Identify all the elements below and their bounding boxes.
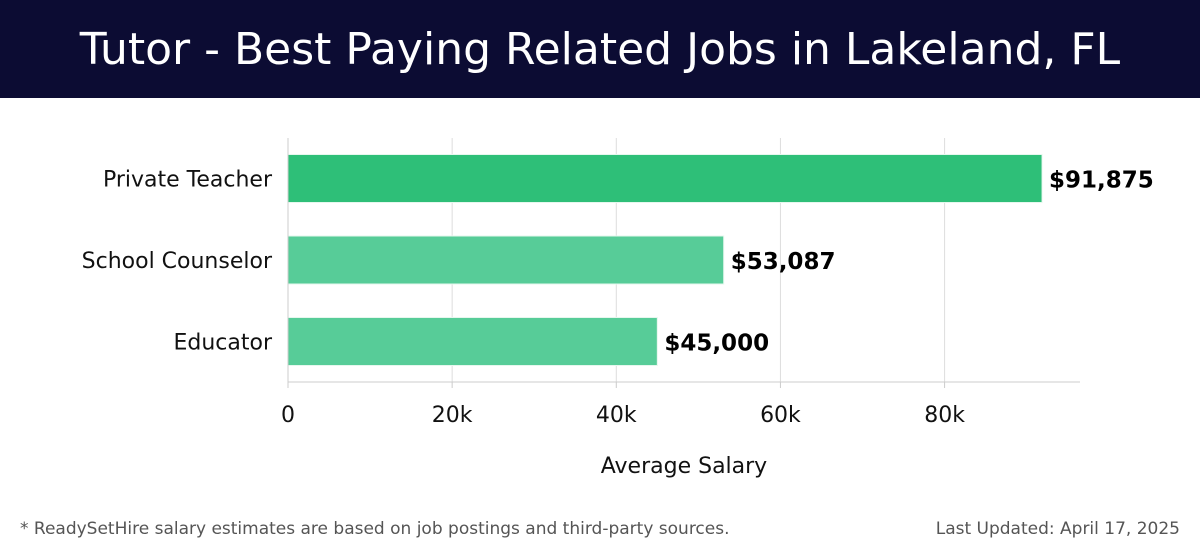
footnote: * ReadySetHire salary estimates are base… [20, 519, 730, 539]
x-tick-label: 40k [596, 403, 637, 428]
data-label: $45,000 [664, 331, 769, 357]
x-tick-label: 80k [924, 403, 965, 428]
chart-title: Tutor - Best Paying Related Jobs in Lake… [79, 23, 1121, 75]
category-label: Private Teacher [103, 168, 273, 193]
data-label: $53,087 [731, 249, 836, 275]
x-tick-label: 0 [281, 403, 295, 428]
bar [287, 154, 1043, 203]
bar [287, 235, 725, 285]
x-tick-label: 60k [760, 403, 801, 428]
data-label: $91,875 [1049, 168, 1154, 194]
x-axis-title: Average Salary [601, 454, 767, 479]
chart-header: Tutor - Best Paying Related Jobs in Lake… [0, 0, 1200, 98]
bar [287, 317, 658, 366]
x-tick-label: 20k [432, 403, 473, 428]
category-label: Educator [173, 331, 272, 356]
last-updated: Last Updated: April 17, 2025 [935, 519, 1180, 539]
category-label: School Counselor [82, 249, 273, 274]
